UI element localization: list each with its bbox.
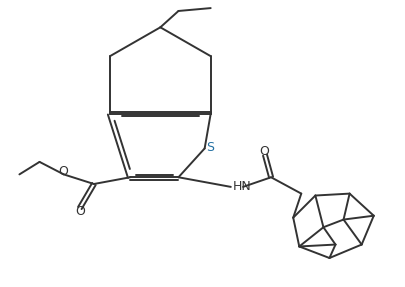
Text: O: O <box>58 165 68 178</box>
Text: S: S <box>206 141 214 154</box>
Text: O: O <box>259 145 269 158</box>
Text: O: O <box>75 205 85 218</box>
Text: HN: HN <box>232 181 251 193</box>
